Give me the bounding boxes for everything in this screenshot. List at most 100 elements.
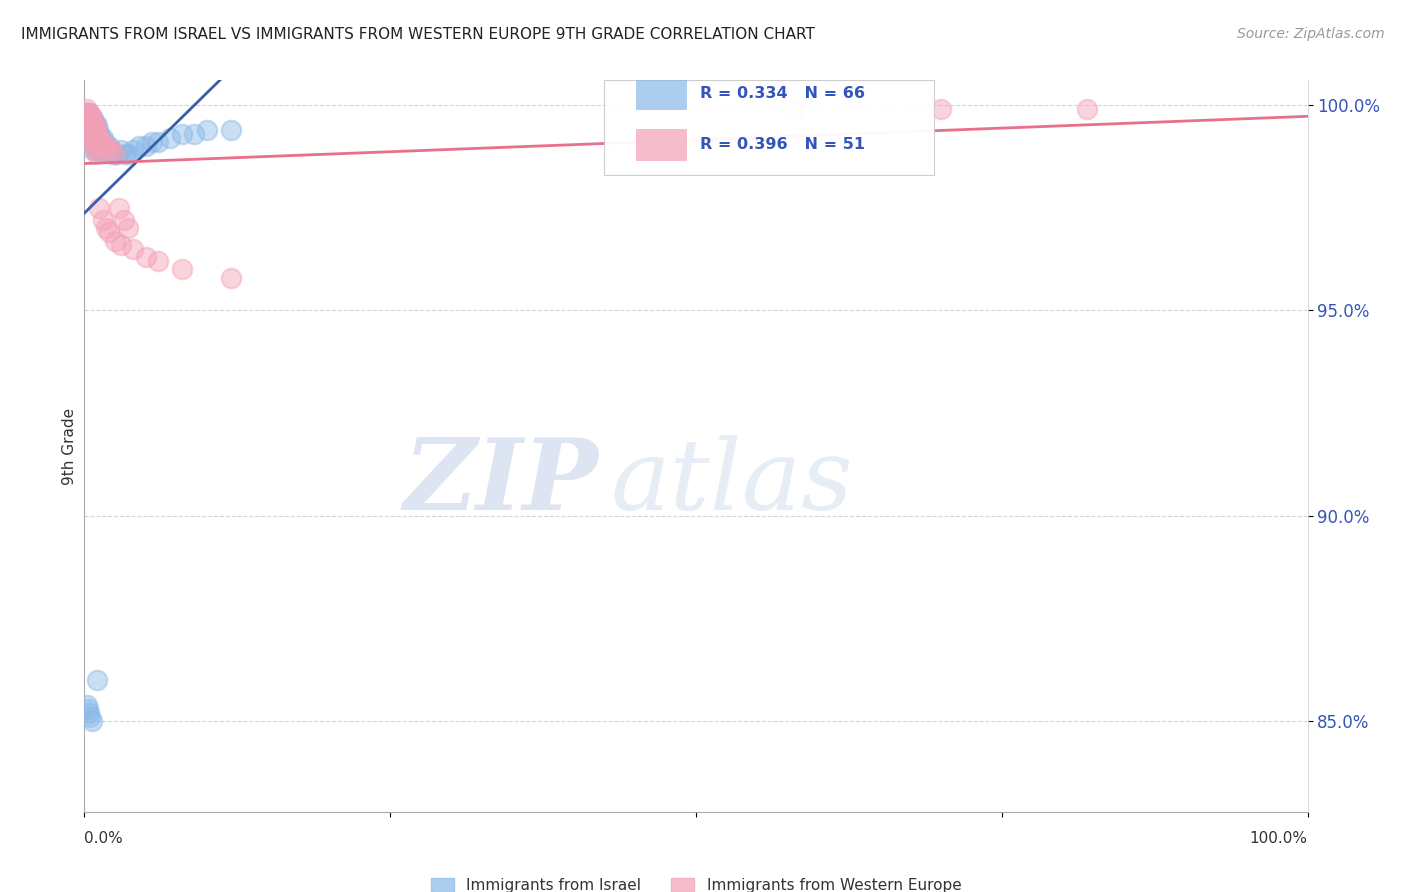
Point <box>110 237 132 252</box>
Point <box>76 698 98 712</box>
FancyBboxPatch shape <box>636 128 688 161</box>
Point <box>86 122 108 136</box>
Point <box>94 139 117 153</box>
Point <box>77 702 100 716</box>
Point <box>128 139 150 153</box>
Point <box>146 254 169 268</box>
Point <box>87 201 110 215</box>
Text: R = 0.396   N = 51: R = 0.396 N = 51 <box>700 137 865 153</box>
Point <box>77 127 100 141</box>
Point <box>1076 102 1098 116</box>
Point <box>135 139 157 153</box>
Point <box>82 143 104 157</box>
Point <box>112 213 135 227</box>
Point <box>135 250 157 264</box>
Point <box>82 114 104 128</box>
Point <box>96 139 118 153</box>
Point <box>79 114 101 128</box>
Point <box>79 130 101 145</box>
Point <box>91 213 114 227</box>
Text: R = 0.334   N = 66: R = 0.334 N = 66 <box>700 86 865 101</box>
Point <box>87 127 110 141</box>
Text: ZIP: ZIP <box>404 434 598 531</box>
Point <box>219 122 242 136</box>
Point <box>86 673 108 688</box>
Point <box>80 110 103 124</box>
Point <box>195 122 218 136</box>
Point <box>89 130 111 145</box>
Point <box>75 106 97 120</box>
Point <box>76 110 98 124</box>
Point <box>90 135 112 149</box>
Point <box>101 147 124 161</box>
Point <box>90 135 112 149</box>
Point <box>86 119 108 133</box>
Point <box>84 143 107 157</box>
Point <box>77 706 100 720</box>
Point <box>96 221 118 235</box>
Point <box>114 147 136 161</box>
Point <box>80 119 103 133</box>
Point <box>79 110 101 124</box>
Point <box>83 139 105 153</box>
Point <box>77 106 100 120</box>
Point <box>105 147 128 161</box>
Point <box>83 119 105 133</box>
Point <box>76 102 98 116</box>
Point <box>77 119 100 133</box>
Text: 0.0%: 0.0% <box>84 831 124 846</box>
Point <box>89 143 111 157</box>
Point <box>117 221 139 235</box>
Point <box>91 143 114 157</box>
Point <box>172 127 194 141</box>
Point <box>87 135 110 149</box>
Point <box>929 102 952 116</box>
Point <box>80 130 103 145</box>
Point <box>84 139 107 153</box>
Point <box>79 110 101 124</box>
Point <box>117 147 139 161</box>
Point <box>97 143 120 157</box>
Point <box>141 135 163 149</box>
Point <box>77 127 100 141</box>
Point <box>122 242 145 256</box>
Point <box>122 143 145 157</box>
Point <box>77 114 100 128</box>
Point <box>110 143 132 157</box>
Point <box>82 122 104 136</box>
Point <box>91 130 114 145</box>
Point <box>77 110 100 124</box>
Point <box>84 127 107 141</box>
Point <box>98 143 121 157</box>
Point <box>77 114 100 128</box>
Point <box>82 135 104 149</box>
Point <box>172 262 194 277</box>
Point <box>79 119 101 133</box>
Point <box>86 127 108 141</box>
Point <box>104 147 127 161</box>
Point <box>97 225 120 239</box>
Point <box>80 114 103 128</box>
Point <box>83 127 105 141</box>
Point <box>104 147 127 161</box>
Point <box>93 139 115 153</box>
Point <box>100 143 122 157</box>
Text: 100.0%: 100.0% <box>1250 831 1308 846</box>
Point <box>97 143 120 157</box>
Point <box>80 110 103 124</box>
Point <box>77 106 100 120</box>
Point <box>84 122 107 136</box>
Point <box>159 130 181 145</box>
Point <box>76 114 98 128</box>
Legend: Immigrants from Israel, Immigrants from Western Europe: Immigrants from Israel, Immigrants from … <box>425 871 967 892</box>
Point <box>87 139 110 153</box>
FancyBboxPatch shape <box>636 78 688 110</box>
Point <box>86 127 108 141</box>
Point <box>87 130 110 145</box>
Y-axis label: 9th Grade: 9th Grade <box>62 408 77 484</box>
Point <box>100 143 122 157</box>
Point <box>82 135 104 149</box>
Point <box>104 234 127 248</box>
Point <box>107 201 129 215</box>
Point <box>97 139 120 153</box>
